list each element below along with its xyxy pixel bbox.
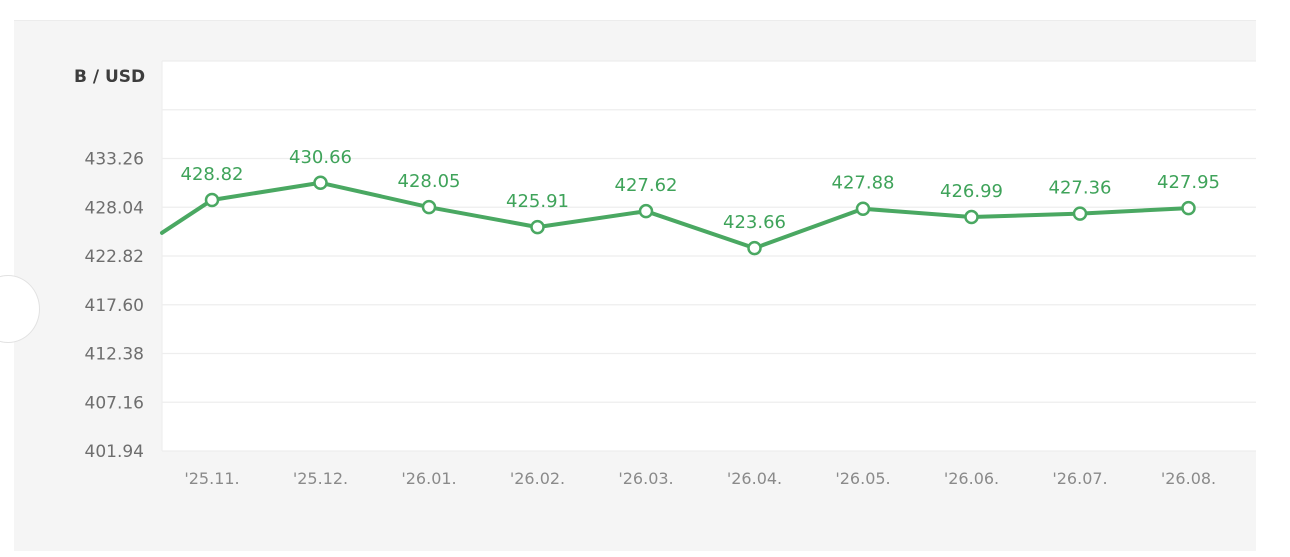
data-point [1072, 206, 1088, 221]
y-tick-label: 428.04 [85, 198, 144, 218]
x-tick-label: '25.11. [184, 469, 239, 488]
line-chart: B / USD 401.94 407.16 412.38 417.60 422.82 42… [74, 60, 1256, 488]
x-tick-label: '25.12. [293, 469, 348, 488]
data-point [855, 201, 871, 216]
data-point [747, 240, 762, 256]
data-label: 427.95 [1157, 172, 1220, 193]
x-tick-label: '26.04. [727, 469, 782, 488]
series-points [204, 175, 1196, 256]
unit-label: B / USD [74, 67, 145, 87]
data-label: 426.99 [940, 181, 1003, 202]
data-labels: 428.82 430.66 428.05 425.91 427.62 423.66 427.… [181, 147, 1220, 233]
data-label: 427.88 [832, 173, 895, 194]
y-tick-label: 412.38 [85, 345, 144, 365]
data-point [313, 175, 328, 191]
data-point [638, 203, 654, 219]
x-tick-label: '26.03. [618, 469, 673, 488]
data-label: 427.36 [1049, 178, 1112, 199]
data-label: 425.91 [506, 191, 569, 212]
data-label: 427.62 [615, 175, 678, 196]
data-label: 428.82 [181, 164, 244, 185]
data-point [530, 219, 545, 235]
grid-lines [161, 60, 1256, 452]
y-tick-label: 401.94 [85, 442, 144, 462]
x-tick-label: '26.08. [1161, 469, 1216, 488]
y-tick-label: 433.26 [85, 150, 144, 170]
data-point [421, 199, 437, 215]
y-tick-label: 417.60 [85, 296, 144, 316]
y-tick-label: 407.16 [85, 393, 144, 413]
x-tick-label: '26.07. [1052, 469, 1107, 488]
data-label: 428.05 [398, 171, 461, 192]
x-tick-label: '26.02. [510, 469, 565, 488]
y-axis-ticks: 401.94 407.16 412.38 417.60 422.82 428.04 433.… [85, 150, 144, 463]
x-tick-label: '26.05. [835, 469, 890, 488]
x-axis-ticks: '25.11. '25.12. '26.01. '26.02. '26.03. '26.0… [184, 469, 1216, 488]
data-point [204, 192, 220, 208]
data-point [964, 209, 979, 225]
y-tick-label: 422.82 [85, 247, 144, 267]
data-point [1181, 200, 1196, 216]
data-label: 423.66 [723, 212, 786, 233]
chart-card: B / USD 401.94 407.16 412.38 417.60 422.82 42… [0, 20, 1256, 551]
data-label: 430.66 [289, 147, 352, 168]
x-tick-label: '26.06. [944, 469, 999, 488]
x-tick-label: '26.01. [401, 469, 456, 488]
